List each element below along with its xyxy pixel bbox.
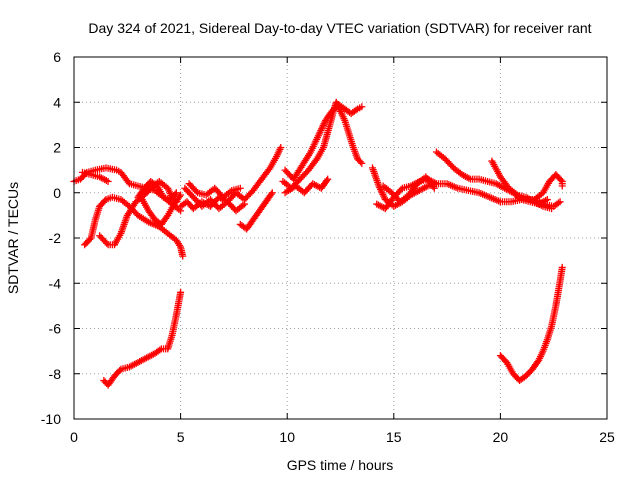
x-axis-ticks: 0 5 10 15 20 25 [70, 57, 615, 445]
data-point [397, 186, 405, 194]
data-point [323, 177, 331, 185]
data-point [358, 159, 366, 167]
data-point [358, 103, 366, 111]
data-point [241, 200, 249, 208]
series-arc-i [181, 184, 249, 215]
y-tick-label: -6 [49, 321, 62, 337]
data-point [277, 144, 285, 151]
y-tick-label: -4 [49, 275, 62, 291]
data-point [324, 175, 332, 183]
series-arc-g [100, 288, 185, 389]
series-arc-n [281, 175, 332, 197]
data-point [268, 189, 276, 197]
data-point [265, 165, 273, 173]
data-point [429, 183, 437, 191]
data-point [356, 158, 364, 166]
series-arc-t [531, 171, 566, 204]
y-tick-label: -2 [49, 230, 62, 246]
x-tick-label: 10 [279, 429, 295, 445]
y-axis-label: SDTVAR / TECUs [5, 182, 21, 294]
y-tick-label: 6 [53, 49, 61, 65]
data-point [156, 346, 164, 354]
data-point [176, 193, 184, 201]
series-arc-l [279, 98, 366, 192]
data-point [558, 182, 566, 190]
x-tick-label: 25 [599, 429, 615, 445]
y-tick-label: -10 [41, 411, 61, 427]
data-point [543, 196, 551, 204]
data-point [430, 184, 438, 192]
x-tick-label: 0 [70, 429, 78, 445]
series-arc-d [96, 177, 180, 249]
series-arc-e [134, 177, 180, 204]
x-axis-label: GPS time / hours [287, 457, 394, 473]
data-points [70, 98, 566, 389]
data-point [179, 252, 187, 260]
y-tick-label: 2 [53, 140, 61, 156]
series-arc-c [81, 193, 187, 260]
y-tick-label: -8 [49, 366, 62, 382]
data-point [556, 198, 564, 206]
series-arc-j [185, 180, 244, 201]
series-arc-m [281, 101, 366, 183]
data-point [172, 189, 180, 197]
data-point [267, 190, 275, 198]
y-tick-label: 0 [53, 185, 61, 201]
data-point [312, 156, 320, 164]
data-point [352, 106, 360, 114]
x-tick-label: 15 [386, 429, 402, 445]
x-tick-label: 5 [177, 429, 185, 445]
data-point [177, 191, 185, 199]
x-tick-label: 20 [493, 429, 509, 445]
data-point [554, 199, 562, 207]
data-point [548, 205, 556, 213]
series-arc-q [379, 173, 438, 206]
data-point [104, 177, 112, 185]
y-tick-label: 4 [53, 94, 61, 110]
data-point [557, 176, 565, 184]
data-point [103, 239, 111, 247]
series-arc-f [138, 191, 185, 228]
data-point [171, 190, 179, 198]
y-axis-ticks: -10 -8 -6 -4 -2 0 2 4 6 [41, 49, 607, 427]
series-arc-u [496, 263, 566, 385]
data-point [177, 288, 185, 296]
chart-title: Day 324 of 2021, Sidereal Day-to-day VTE… [88, 20, 591, 36]
series-arc-r [432, 148, 551, 208]
data-point [558, 263, 566, 271]
series-arc-k [236, 189, 276, 233]
data-point [192, 187, 200, 195]
data-point [236, 184, 244, 192]
series-arc-b [79, 168, 112, 185]
